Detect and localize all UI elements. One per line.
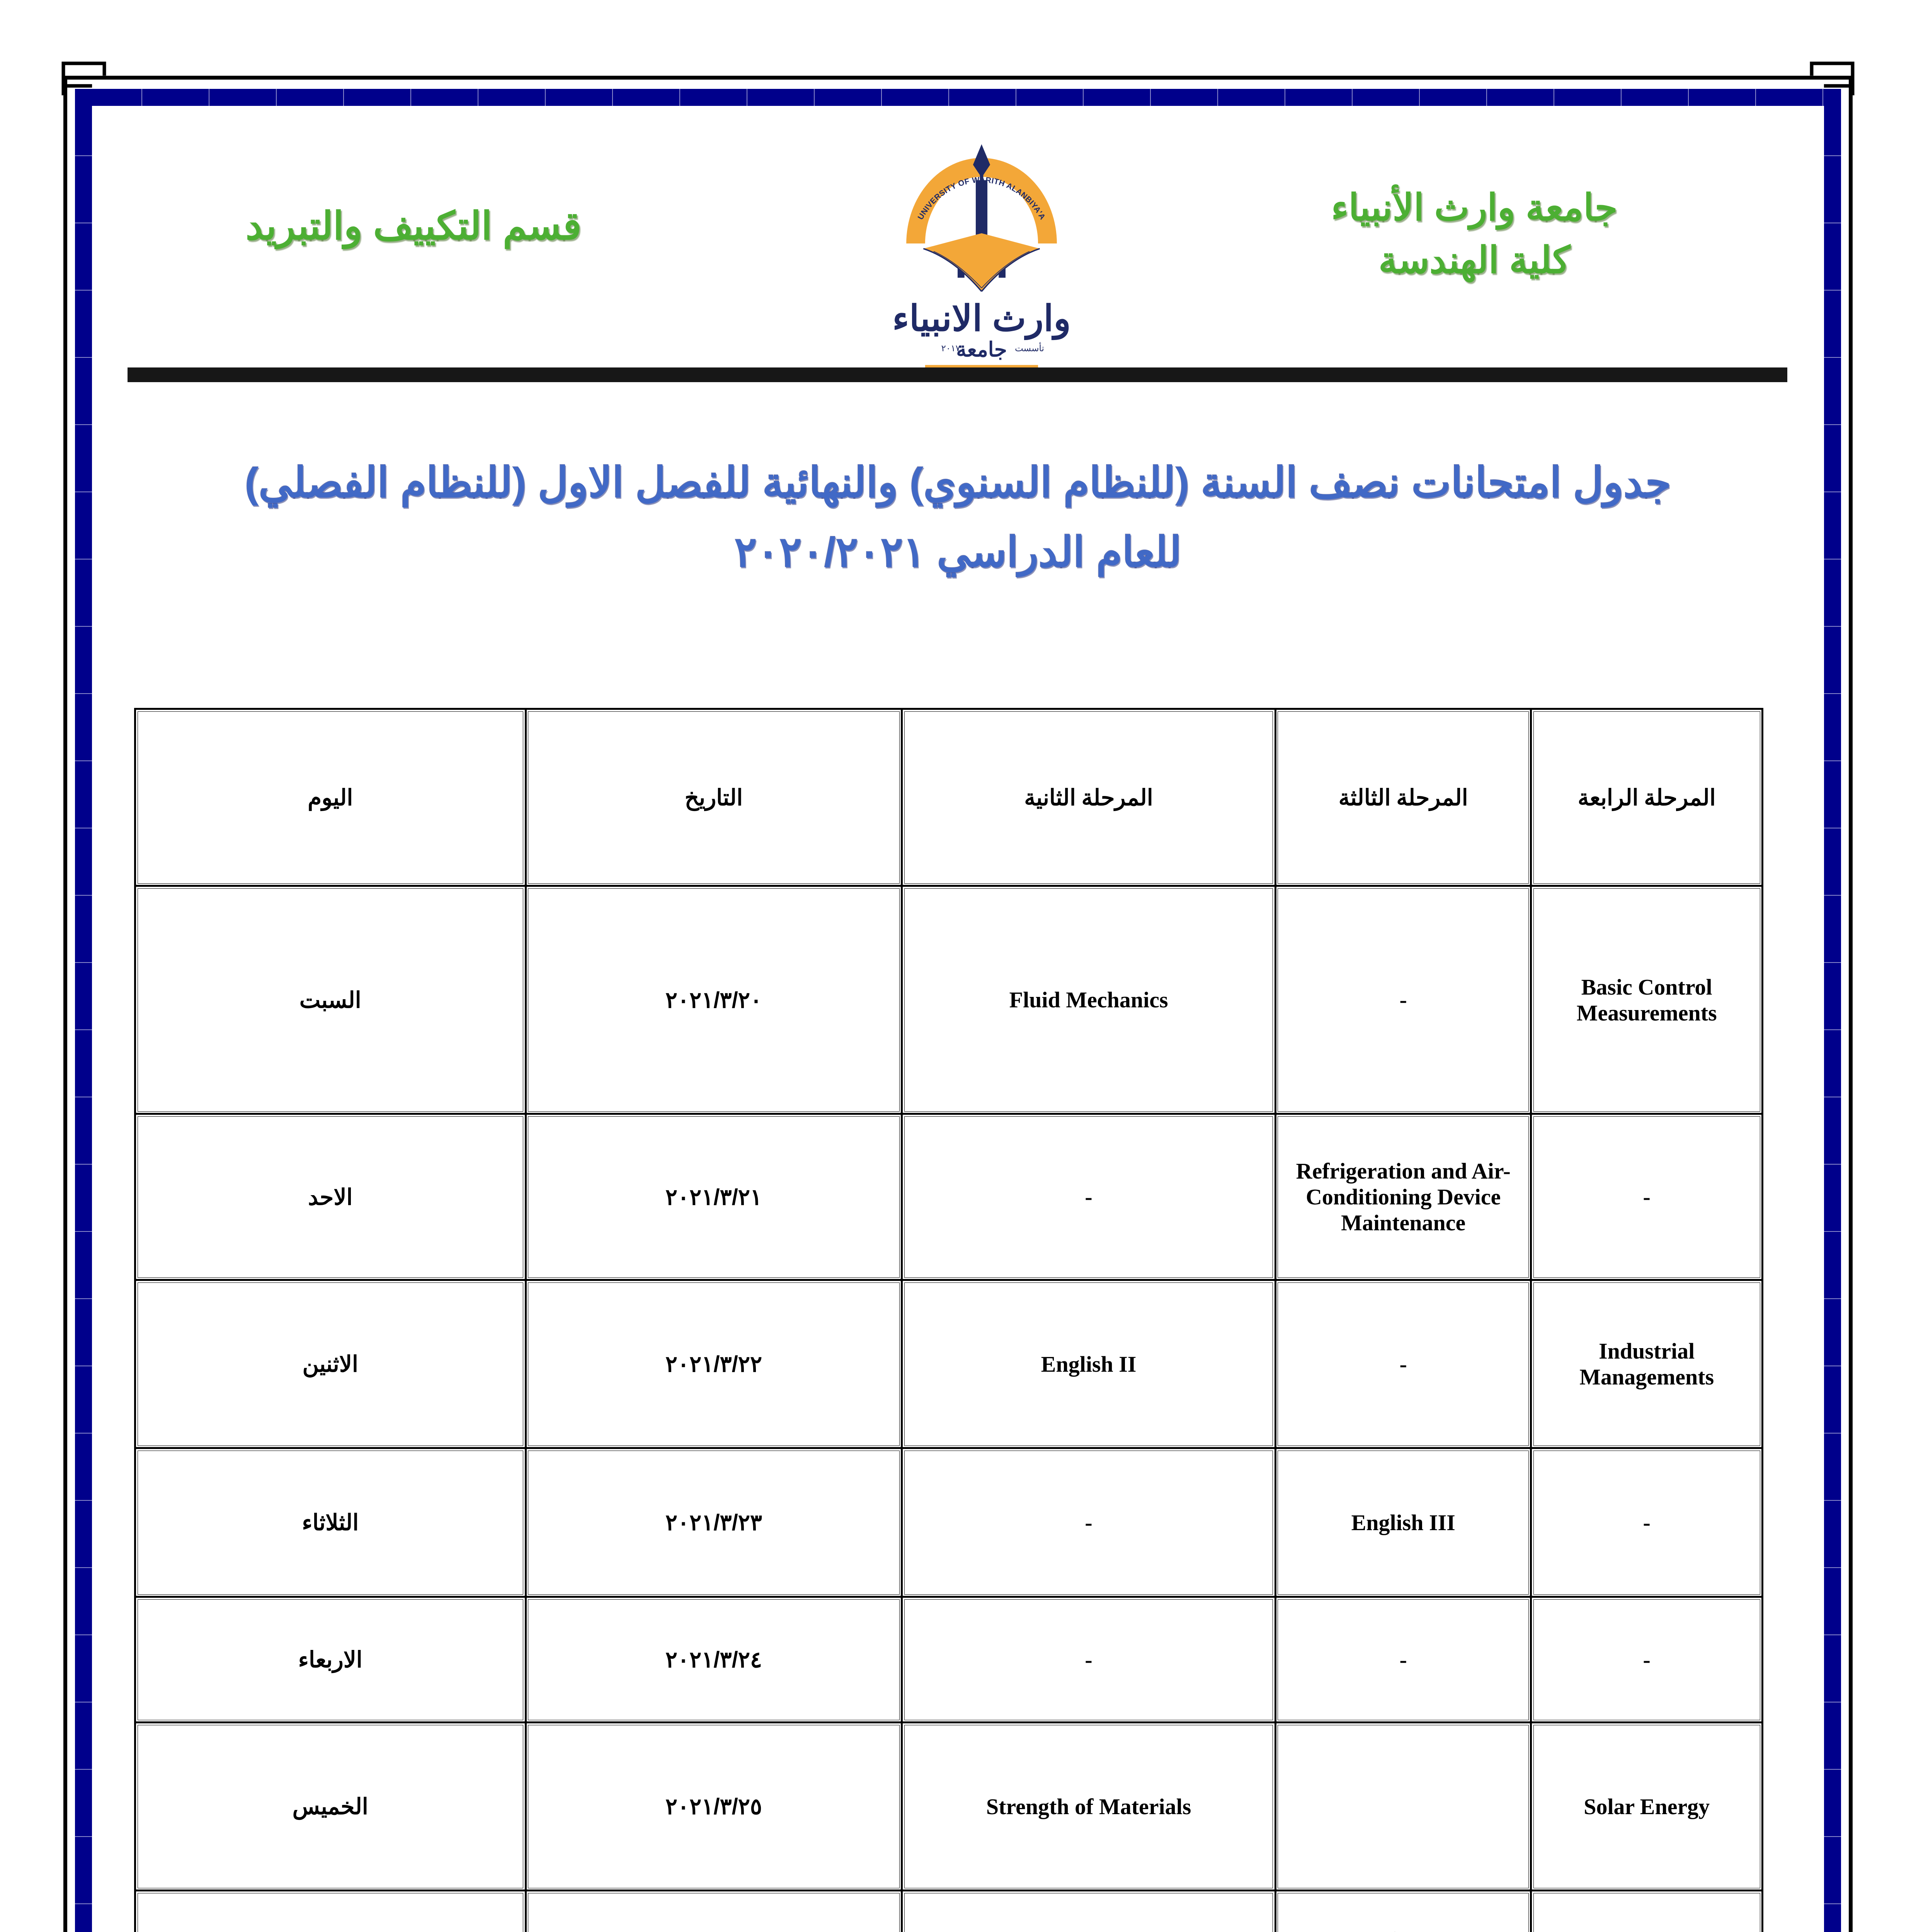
svg-text:تأسست: تأسست (1015, 342, 1044, 353)
svg-text:وارث الانبياء: وارث الانبياء (892, 298, 1071, 340)
svg-text:٢٠١٧: ٢٠١٧ (941, 343, 960, 353)
svg-text:جامعة: جامعة (956, 338, 1007, 361)
